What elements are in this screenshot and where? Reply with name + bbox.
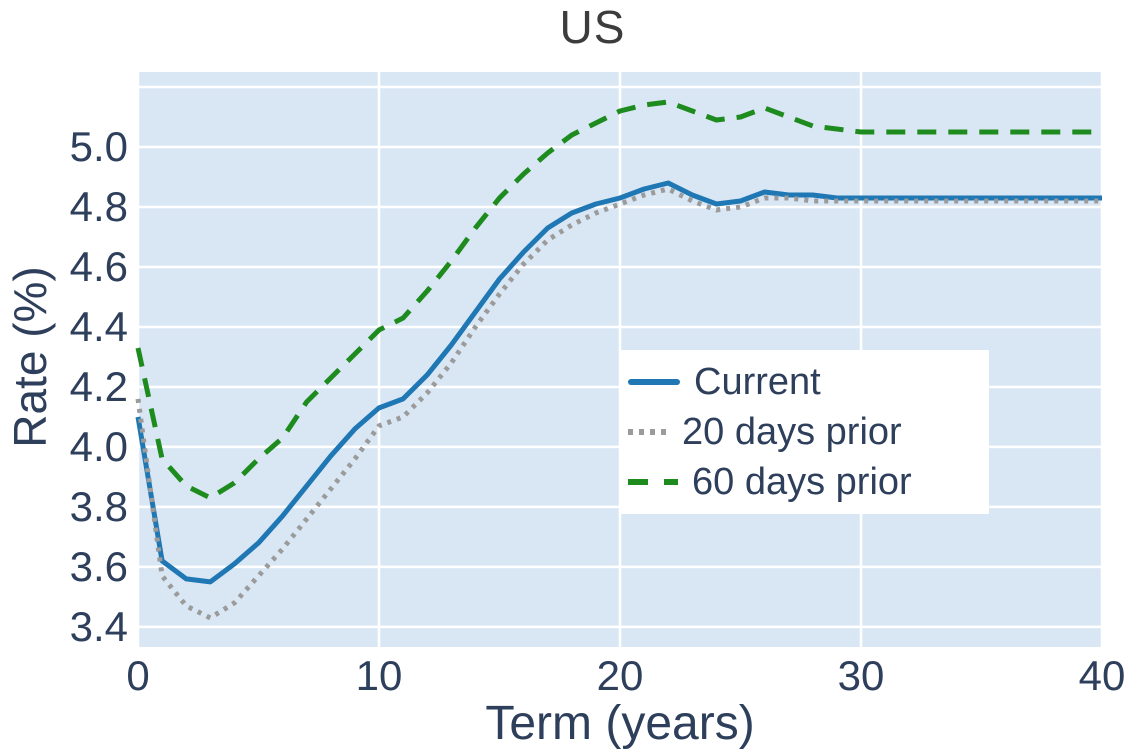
series-line-0-current	[135, 180, 1102, 585]
y-tick-label: 5.0	[69, 122, 128, 170]
chart-title: US	[559, 1, 626, 53]
y-tick-label: 3.8	[69, 482, 128, 530]
y-tick-label: 4.8	[69, 182, 128, 230]
legend: Current 20 days prior 60 days prior	[621, 350, 989, 514]
x-tick-label: 0	[126, 652, 150, 699]
legend-label-current: Current	[694, 360, 821, 403]
y-tick-label: 4.0	[69, 422, 128, 470]
x-tick-label: 30	[837, 652, 885, 699]
legend-line-sample-dashed	[628, 479, 678, 485]
legend-line-sample-solid	[628, 379, 680, 385]
y-tick-label: 4.2	[69, 362, 128, 410]
y-tick-label: 3.6	[69, 542, 128, 590]
y-axis-title: Rate (%)	[4, 266, 56, 448]
y-tick-label: 4.6	[69, 242, 128, 290]
legend-item-60-days-prior: 60 days prior	[621, 457, 989, 507]
series-line-1-20-days-prior	[135, 186, 1102, 621]
x-axis-title: Term (years)	[485, 697, 755, 750]
legend-label-60-days-prior: 60 days prior	[692, 460, 912, 503]
legend-label-20-days-prior: 20 days prior	[682, 410, 902, 453]
x-tick-label: 10	[355, 652, 403, 699]
y-tick-label: 3.4	[69, 602, 128, 650]
legend-item-current: Current	[621, 357, 989, 407]
x-tick-label: 40	[1078, 652, 1126, 699]
x-tick-label: 20	[596, 652, 644, 699]
y-tick-label: 4.4	[69, 302, 128, 350]
legend-line-sample-dotted	[628, 429, 668, 435]
legend-item-20-days-prior: 20 days prior	[621, 407, 989, 457]
